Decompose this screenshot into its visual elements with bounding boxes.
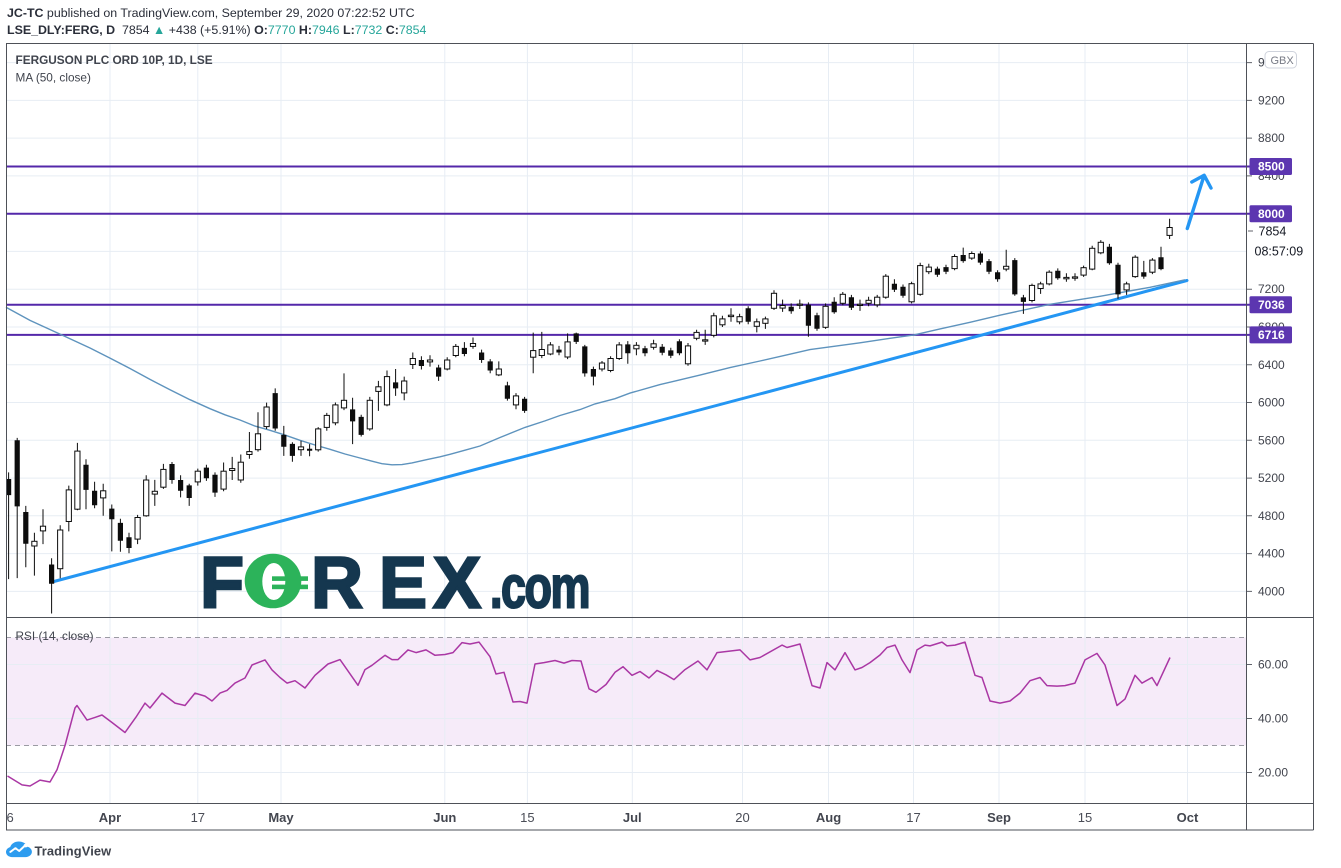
- svg-text:Aug: Aug: [816, 810, 841, 825]
- svg-text:Jul: Jul: [623, 810, 642, 825]
- svg-text:7200: 7200: [1258, 282, 1285, 296]
- svg-text:5200: 5200: [1258, 471, 1285, 485]
- svg-text:6716: 6716: [1258, 328, 1285, 342]
- svg-text:15: 15: [1078, 810, 1092, 825]
- svg-text:Sep: Sep: [987, 810, 1011, 825]
- svg-text:Oct: Oct: [1177, 810, 1199, 825]
- svg-text:GBX: GBX: [1271, 55, 1295, 67]
- svg-text:FERGUSON PLC ORD 10P, 1D, LSE: FERGUSON PLC ORD 10P, 1D, LSE: [16, 53, 213, 67]
- svg-text:7036: 7036: [1258, 298, 1285, 312]
- svg-text:R: R: [311, 544, 363, 624]
- svg-text:May: May: [268, 810, 294, 825]
- svg-text:TradingView: TradingView: [35, 844, 113, 859]
- svg-text:F: F: [200, 544, 244, 624]
- svg-text:8500: 8500: [1258, 160, 1285, 174]
- svg-text:17: 17: [906, 810, 920, 825]
- svg-text:RSI (14, close): RSI (14, close): [16, 629, 94, 643]
- svg-text:15: 15: [520, 810, 534, 825]
- svg-text:4400: 4400: [1258, 547, 1285, 561]
- svg-text:5600: 5600: [1258, 433, 1285, 447]
- svg-text:08:57:09: 08:57:09: [1255, 245, 1304, 259]
- svg-text:Jun: Jun: [433, 810, 456, 825]
- svg-text:.com: .com: [490, 555, 589, 622]
- svg-text:17: 17: [191, 810, 205, 825]
- svg-text:X: X: [433, 544, 481, 624]
- svg-text:20.00: 20.00: [1258, 766, 1288, 780]
- svg-text:MA (50, close): MA (50, close): [16, 71, 91, 85]
- svg-text:4800: 4800: [1258, 509, 1285, 523]
- svg-text:9200: 9200: [1258, 93, 1285, 107]
- svg-text:20: 20: [735, 810, 749, 825]
- svg-text:8800: 8800: [1258, 131, 1285, 145]
- svg-text:7854: 7854: [1259, 225, 1287, 239]
- svg-text:E: E: [379, 544, 427, 624]
- svg-text:6000: 6000: [1258, 396, 1285, 410]
- svg-text:40.00: 40.00: [1258, 712, 1288, 726]
- svg-text:Apr: Apr: [99, 810, 121, 825]
- svg-text:4000: 4000: [1258, 584, 1285, 598]
- svg-text:6400: 6400: [1258, 358, 1285, 372]
- svg-text:8000: 8000: [1258, 207, 1285, 221]
- svg-text:60.00: 60.00: [1258, 658, 1288, 672]
- svg-text:6: 6: [7, 810, 14, 825]
